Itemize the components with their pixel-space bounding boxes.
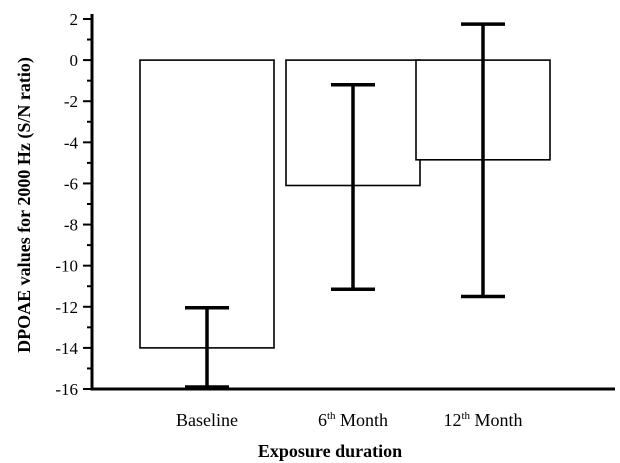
y-tick-label: 2 (70, 10, 79, 29)
y-axis-title: DPOAE values for 2000 Hz (S/N ratio) (14, 57, 35, 353)
x-category-label-0: Baseline (176, 410, 238, 430)
y-tick-label: -10 (55, 257, 78, 276)
y-tick-label: -4 (64, 133, 79, 152)
bars-layer (140, 60, 550, 348)
y-tick-label: 0 (70, 51, 79, 70)
y-tick-label: -16 (55, 380, 78, 399)
x-axis-title: Exposure duration (258, 441, 402, 461)
x-category-label-1: 6th Month (318, 410, 388, 430)
y-tick-label: -6 (64, 174, 78, 193)
y-tick-label: -8 (64, 216, 78, 235)
y-tick-label: -2 (64, 92, 78, 111)
y-tick-label: -14 (55, 339, 78, 358)
bar-0 (140, 60, 274, 348)
y-tick-label: -12 (55, 298, 78, 317)
x-category-label-2: 12th Month (443, 410, 522, 430)
